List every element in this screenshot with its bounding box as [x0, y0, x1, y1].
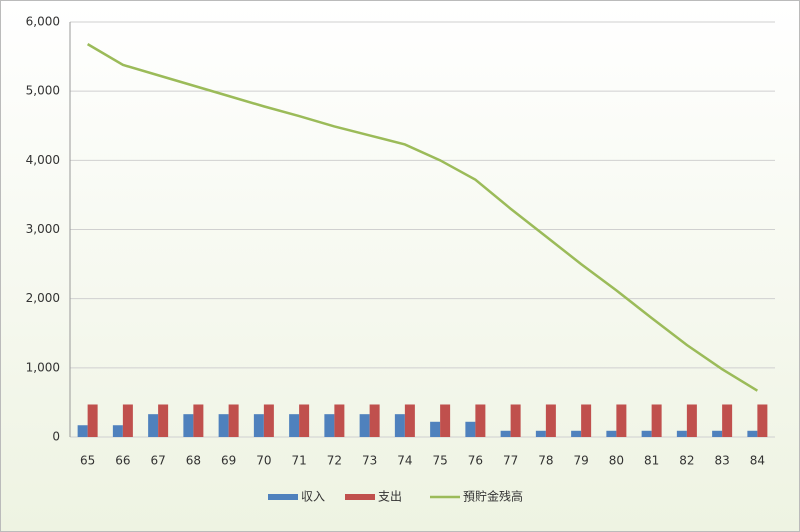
y-tick-label: 3,000 [26, 222, 60, 236]
bar [676, 430, 687, 437]
bar [334, 404, 345, 437]
y-tick-label: 5,000 [26, 84, 60, 98]
bar [641, 430, 652, 437]
legend-label: 収入 [301, 490, 325, 504]
y-tick-label: 2,000 [26, 291, 60, 305]
bar [369, 404, 380, 437]
x-tick-label: 83 [714, 454, 729, 468]
x-tick-label: 70 [256, 454, 271, 468]
bar [359, 414, 370, 437]
x-tick-label: 66 [115, 454, 130, 468]
line [86, 43, 759, 392]
bar [545, 404, 556, 437]
x-tick-label: 69 [221, 454, 236, 468]
bar [183, 414, 194, 437]
legend-label: 支出 [378, 490, 402, 504]
bar [394, 414, 405, 437]
bar [87, 404, 98, 437]
x-tick-label: 74 [397, 454, 412, 468]
x-tick-label: 72 [327, 454, 342, 468]
bar [430, 421, 441, 437]
legend-label: 預貯金残高 [463, 489, 523, 504]
x-tick-label: 82 [679, 454, 694, 468]
bar [122, 404, 133, 437]
legend-swatch [345, 494, 375, 500]
y-tick-label: 1,000 [26, 360, 60, 374]
bar [500, 430, 511, 437]
bar [581, 404, 592, 437]
x-tick-label: 81 [644, 454, 659, 468]
x-tick-label: 80 [609, 454, 624, 468]
bar [757, 404, 768, 437]
x-tick-label: 76 [468, 454, 483, 468]
x-tick-label: 77 [503, 454, 518, 468]
legend-swatch [268, 494, 298, 500]
bar [253, 414, 264, 437]
x-tick-label: 79 [573, 454, 588, 468]
bar [651, 404, 662, 437]
y-tick-label: 4,000 [26, 153, 60, 167]
bar [289, 414, 300, 437]
y-tick-label: 0 [52, 430, 60, 444]
x-tick-label: 78 [538, 454, 553, 468]
bar [299, 404, 310, 437]
x-tick-label: 65 [80, 454, 95, 468]
x-tick-label: 68 [186, 454, 201, 468]
y-tick-label: 6,000 [26, 15, 60, 29]
x-tick-label: 75 [432, 454, 447, 468]
bar [571, 430, 582, 437]
bar [228, 404, 239, 437]
x-tick-label: 67 [150, 454, 165, 468]
bar [722, 404, 733, 437]
bar [218, 414, 229, 437]
bar [263, 404, 274, 437]
x-tick-label: 71 [291, 454, 306, 468]
bar [112, 425, 123, 437]
bar [616, 404, 627, 437]
bar [606, 430, 617, 437]
bar [324, 414, 335, 437]
bar [148, 414, 159, 437]
bar [712, 430, 723, 437]
bar [465, 421, 476, 437]
bar [440, 404, 451, 437]
bar [193, 404, 204, 437]
bar [686, 404, 697, 437]
x-tick-label: 84 [750, 454, 765, 468]
bar [475, 404, 486, 437]
bar [510, 404, 521, 437]
x-tick-label: 73 [362, 454, 377, 468]
bar [77, 425, 88, 437]
bar [535, 430, 546, 437]
bar [404, 404, 415, 437]
bar [158, 404, 169, 437]
bar [747, 430, 758, 437]
